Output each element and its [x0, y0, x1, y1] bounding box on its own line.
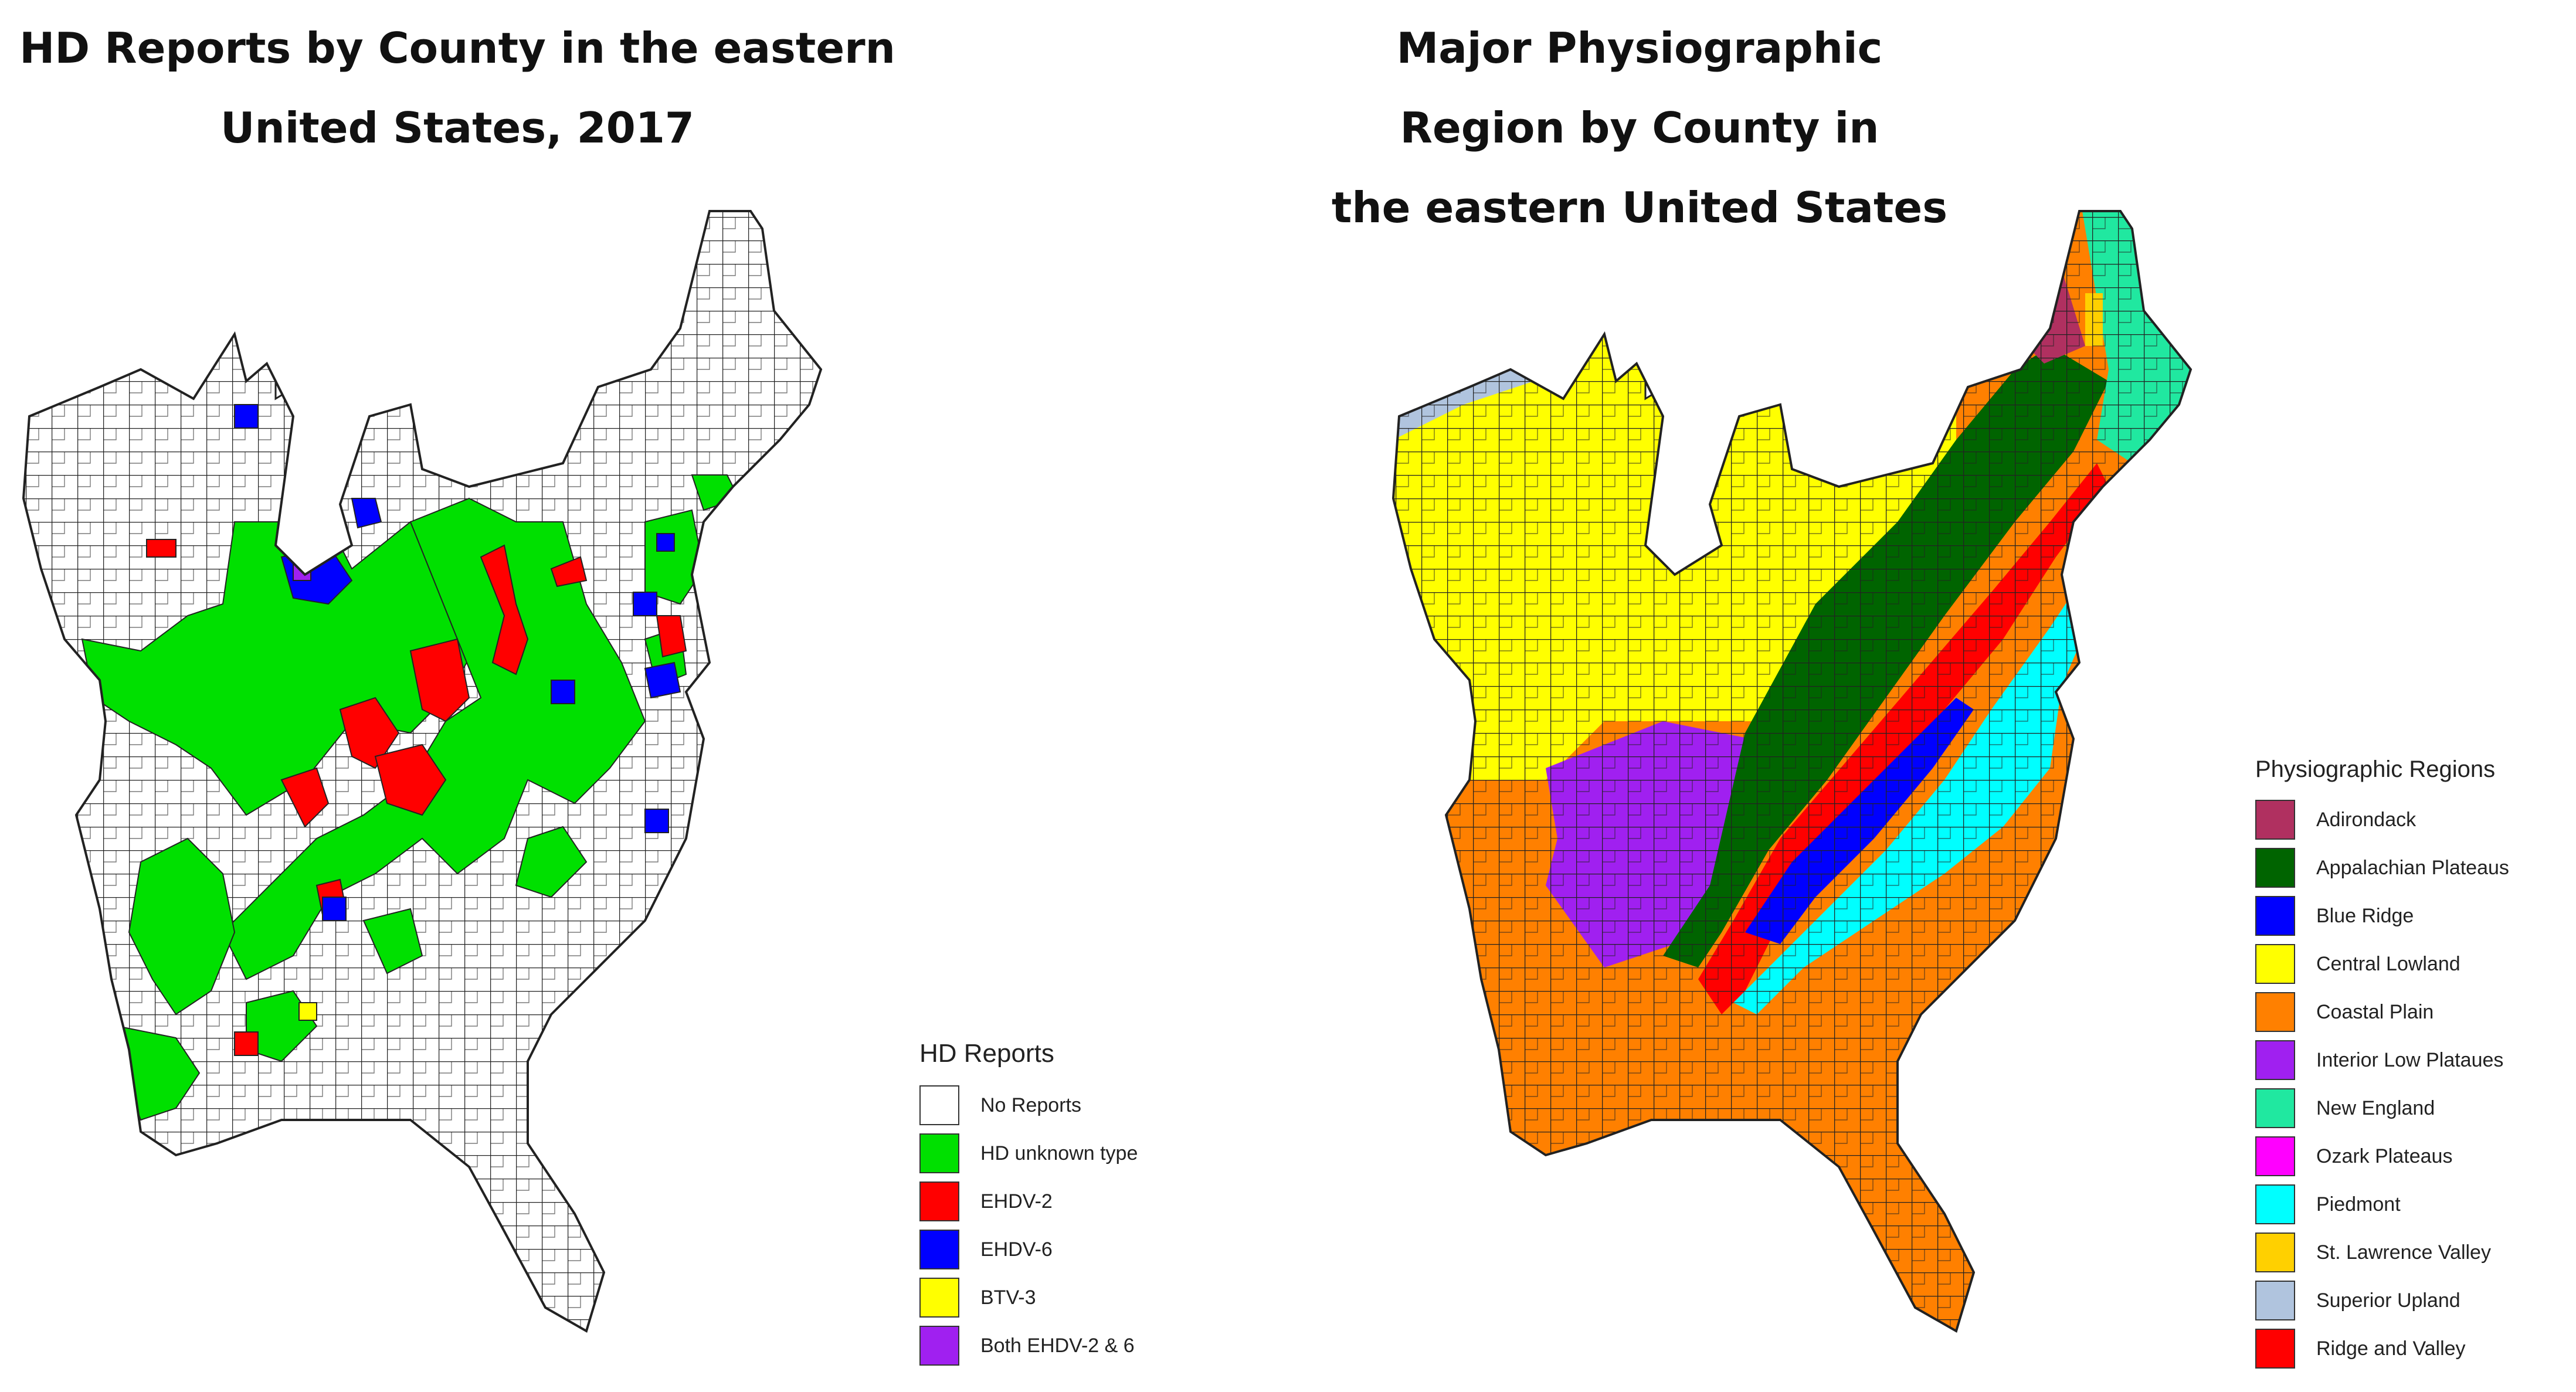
legend-label: Appalachian Plateaus: [2316, 856, 2509, 879]
legend-swatch: [2255, 1136, 2295, 1176]
legend-item: Central Lowland: [2255, 940, 2509, 988]
legend-label: EHDV-6: [980, 1238, 1053, 1261]
legend-swatch: [2255, 1088, 2295, 1128]
legend-label: Both EHDV-2 & 6: [980, 1334, 1135, 1357]
physiographic-legend: Physiographic Regions Adirondack Appalach…: [2255, 756, 2509, 1373]
legend-swatch: [2255, 1233, 2295, 1272]
physiographic-map-title: Major Physiographic Region by County in …: [1288, 8, 2576, 247]
legend-label: Central Lowland: [2316, 952, 2460, 975]
legend-label: Piedmont: [2316, 1193, 2401, 1216]
legend-item: New England: [2255, 1084, 2509, 1132]
legend-swatch: [2255, 848, 2295, 888]
legend-item: Coastal Plain: [2255, 988, 2509, 1036]
legend-label: Interior Low Plataues: [2316, 1048, 2504, 1071]
ehdv2-counties: [146, 539, 687, 1056]
legend-item: Interior Low Plataues: [2255, 1036, 2509, 1084]
legend-swatch: [2255, 1329, 2295, 1369]
legend-item: Blue Ridge: [2255, 892, 2509, 940]
legend-swatch: [919, 1085, 959, 1125]
hd-reports-legend: HD Reports No Reports HD unknown type EHDV…: [919, 1039, 1138, 1370]
legend-swatch: [2255, 944, 2295, 984]
legend-item: Both EHDV-2 & 6: [919, 1322, 1138, 1370]
legend-item: EHDV-2: [919, 1177, 1138, 1225]
legend-item: Piedmont: [2255, 1180, 2509, 1228]
legend-swatch: [2255, 992, 2295, 1032]
legend-item: BTV-3: [919, 1274, 1138, 1322]
legend-label: Superior Upland: [2316, 1289, 2460, 1312]
hd-reports-county-map: [22, 210, 822, 1332]
legend-label: HD unknown type: [980, 1142, 1138, 1164]
legend-label: Blue Ridge: [2316, 904, 2414, 927]
title-line-2: United States, 2017: [220, 103, 695, 152]
legend-item: Ozark Plateaus: [2255, 1132, 2509, 1180]
legend-swatch: [919, 1133, 959, 1173]
legend-label: EHDV-2: [980, 1190, 1053, 1213]
legend-label: St. Lawrence Valley: [2316, 1241, 2491, 1264]
legend-item: Adirondack: [2255, 796, 2509, 844]
legend-swatch: [919, 1326, 959, 1366]
legend-item: HD unknown type: [919, 1129, 1138, 1177]
hd-unknown-counties: [81, 474, 740, 1121]
legend-swatch: [2255, 896, 2295, 936]
legend-swatch: [2255, 1040, 2295, 1080]
legend-title: Physiographic Regions: [2255, 756, 2496, 782]
legend-swatch: [2255, 1281, 2295, 1320]
legend-label: No Reports: [980, 1094, 1081, 1116]
legend-label: Coastal Plain: [2316, 1000, 2434, 1023]
legend-swatch: [919, 1278, 959, 1318]
hd-reports-map-panel: HD Reports by County in the eastern Unit…: [0, 8, 1138, 1370]
legend-item: Ridge and Valley: [2255, 1325, 2509, 1373]
legend-item: No Reports: [919, 1081, 1138, 1129]
title-line-1: Major Physiographic Region by County in: [1396, 23, 1883, 152]
legend-label: BTV-3: [980, 1286, 1036, 1309]
title-line-2: the eastern United States: [1331, 183, 1948, 232]
legend-title: HD Reports: [919, 1039, 1054, 1068]
title-line-1: HD Reports by County in the eastern: [19, 23, 895, 73]
legend-item: Superior Upland: [2255, 1276, 2509, 1325]
btv3-county: [298, 1002, 317, 1021]
legend-item: Appalachian Plateaus: [2255, 844, 2509, 892]
legend-label: Adirondack: [2316, 808, 2417, 831]
legend-label: Ridge and Valley: [2316, 1337, 2466, 1360]
county-boundaries: [1393, 211, 2191, 1331]
legend-label: Ozark Plateaus: [2316, 1145, 2453, 1167]
legend-label: New England: [2316, 1096, 2435, 1119]
legend-swatch: [919, 1230, 959, 1269]
physiographic-map-panel: Major Physiographic Region by County in …: [1288, 0, 2576, 1392]
legend-swatch: [2255, 1184, 2295, 1224]
legend-item: EHDV-6: [919, 1225, 1138, 1274]
physiographic-county-map: [1392, 210, 2192, 1332]
hd-reports-map-title: HD Reports by County in the eastern Unit…: [0, 8, 915, 168]
legend-swatch: [2255, 800, 2295, 840]
legend-item: St. Lawrence Valley: [2255, 1228, 2509, 1276]
legend-swatch: [919, 1181, 959, 1221]
